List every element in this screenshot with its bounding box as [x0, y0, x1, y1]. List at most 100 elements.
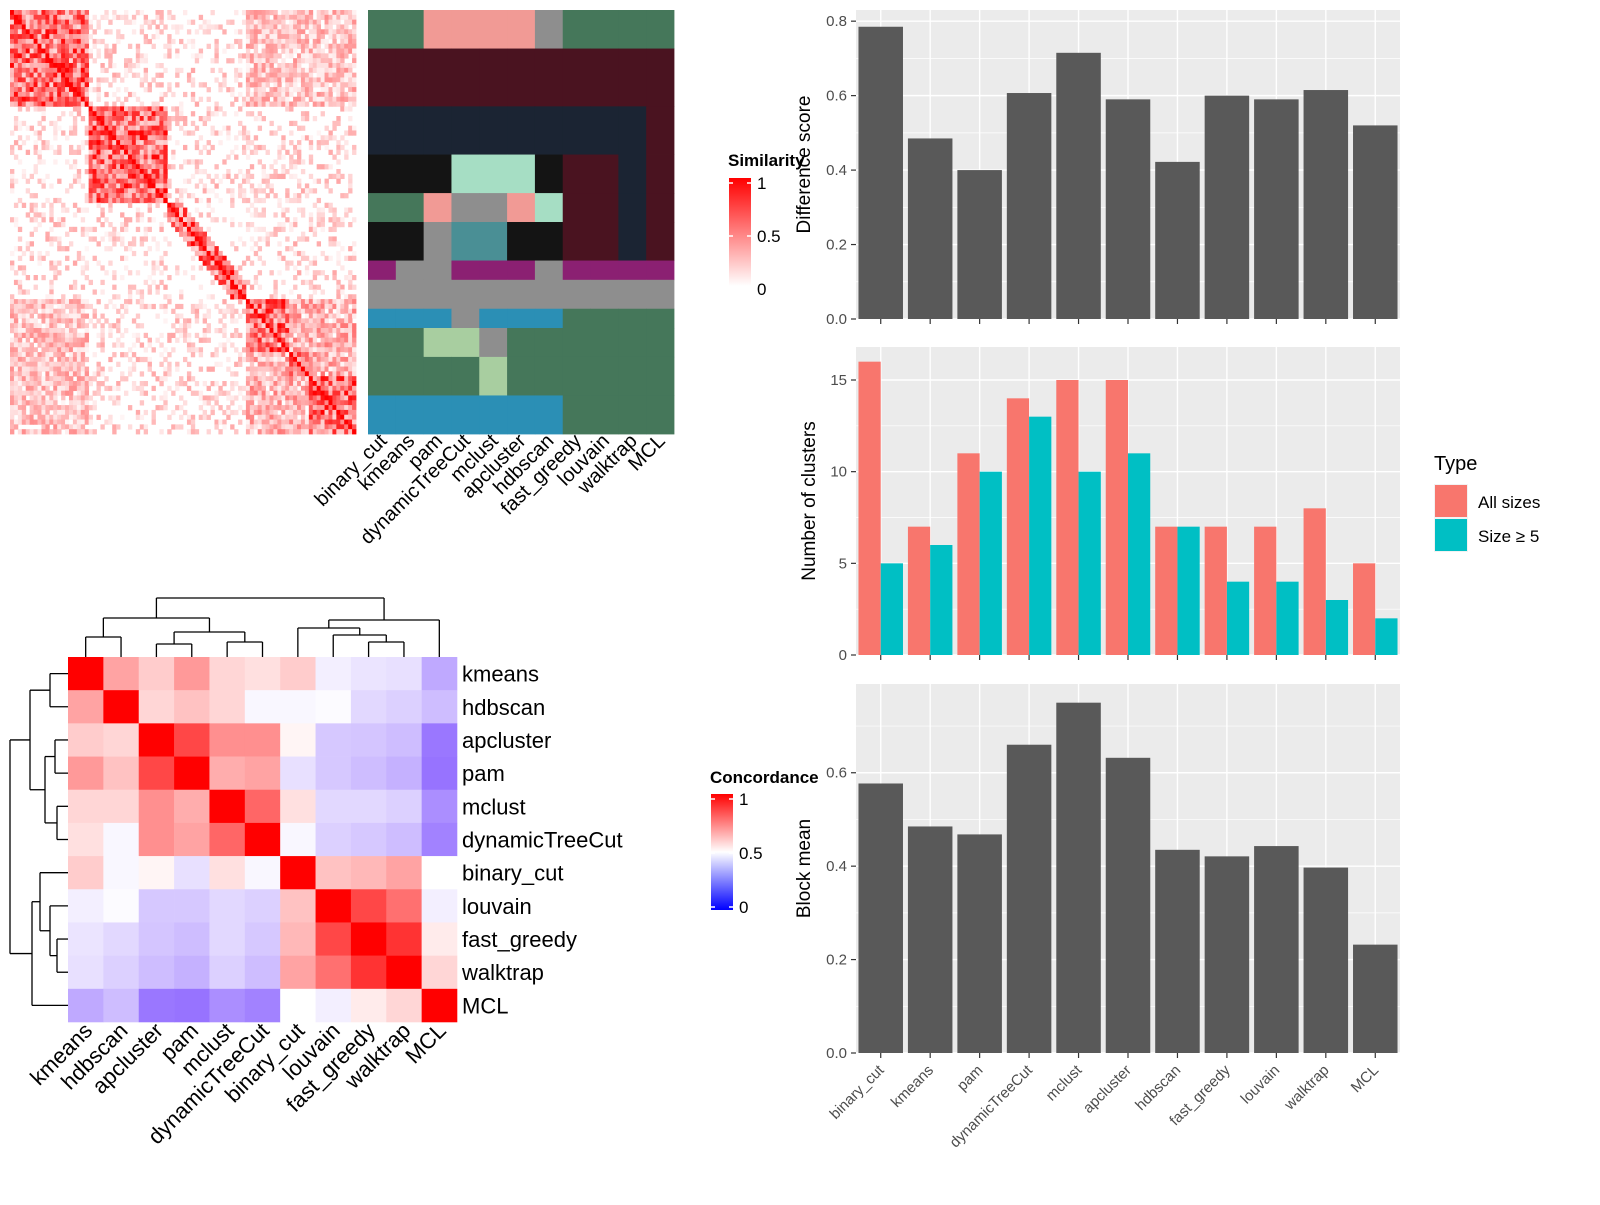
- similarity-cell: [61, 82, 66, 88]
- label-cell: [590, 279, 619, 310]
- similarity-cell: [273, 212, 278, 218]
- similarity-cell: [348, 395, 353, 401]
- similarity-cell: [316, 207, 322, 213]
- similarity-cell: [143, 424, 149, 430]
- similarity-cell: [352, 255, 357, 261]
- similarity-cell: [218, 130, 223, 136]
- similarity-cell: [312, 202, 318, 208]
- similarity-cell: [29, 323, 34, 329]
- concordance-cell: [138, 756, 175, 791]
- similarity-cell: [297, 303, 302, 310]
- similarity-cell: [124, 58, 129, 64]
- similarity-cell: [41, 419, 46, 425]
- similarity-cell: [238, 419, 243, 425]
- similarity-cell: [238, 265, 243, 271]
- label-cell: [451, 154, 480, 194]
- similarity-cell: [49, 308, 54, 314]
- similarity-cell: [84, 347, 90, 353]
- similarity-cell: [190, 265, 196, 271]
- similarity-cell: [29, 48, 34, 54]
- similarity-cell: [147, 226, 152, 233]
- similarity-cell: [328, 29, 333, 35]
- similarity-cell: [261, 419, 266, 425]
- similarity-cell: [53, 82, 58, 88]
- similarity-cell: [281, 24, 286, 30]
- similarity-cell: [88, 405, 93, 411]
- similarity-cell: [37, 159, 42, 165]
- similarity-cell: [253, 58, 259, 64]
- similarity-cell: [29, 405, 34, 411]
- similarity-cell: [245, 58, 251, 64]
- similarity-cell: [336, 87, 341, 93]
- similarity-cell: [17, 308, 23, 314]
- similarity-cell: [45, 294, 50, 300]
- similarity-cell: [253, 77, 259, 83]
- similarity-cell: [328, 130, 333, 136]
- similarity-cell: [139, 381, 145, 387]
- similarity-cell: [194, 332, 200, 339]
- similarity-cell: [261, 24, 266, 30]
- similarity-cell: [340, 82, 345, 88]
- similarity-cell: [293, 38, 298, 45]
- similarity-cell: [88, 87, 93, 93]
- similarity-cell: [76, 376, 82, 382]
- similarity-cell: [25, 53, 31, 59]
- similarity-cell: [253, 342, 259, 348]
- similarity-cell: [261, 313, 266, 319]
- similarity-cell: [96, 178, 101, 184]
- similarity-cell: [183, 144, 188, 151]
- similarity-cell: [273, 303, 278, 310]
- similarity-cell: [100, 130, 105, 136]
- similarity-cell: [352, 405, 357, 411]
- similarity-cell: [194, 347, 200, 353]
- similarity-cell: [49, 202, 54, 208]
- similarity-cell: [265, 366, 270, 372]
- similarity-cell: [328, 207, 333, 213]
- similarity-cell: [202, 24, 207, 30]
- similarity-cell: [234, 10, 239, 16]
- similarity-cell: [285, 72, 290, 78]
- similarity-cell: [304, 347, 310, 353]
- similarity-cell: [297, 409, 302, 416]
- similarity-cell: [57, 82, 62, 88]
- similarity-cell: [234, 361, 239, 367]
- similarity-cell: [281, 77, 286, 83]
- similarity-cell: [112, 429, 117, 435]
- similarity-cell: [222, 125, 227, 131]
- similarity-cell: [320, 390, 325, 396]
- similarity-cell: [68, 183, 74, 189]
- similarity-cell: [344, 424, 349, 430]
- similarity-cell: [139, 424, 145, 430]
- similarity-cell: [300, 385, 306, 392]
- similarity-cell: [84, 246, 90, 252]
- similarity-cell: [304, 419, 310, 425]
- similarity-cell: [249, 173, 255, 180]
- similarity-cell: [332, 381, 337, 387]
- y-axis: 0.00.20.40.6: [826, 765, 856, 1062]
- similarity-cell: [96, 116, 101, 122]
- similarity-cell: [289, 289, 294, 295]
- similarity-cell: [214, 43, 219, 49]
- similarity-cell: [277, 366, 282, 372]
- similarity-cell: [312, 409, 318, 416]
- similarity-cell: [265, 67, 270, 74]
- similarity-cell: [80, 313, 86, 319]
- similarity-cell: [13, 361, 19, 367]
- similarity-cell: [269, 183, 274, 189]
- similarity-cell: [92, 429, 97, 435]
- similarity-cell: [159, 342, 164, 348]
- similarity-cell: [41, 34, 46, 40]
- similarity-cell: [257, 419, 263, 425]
- similarity-cell: [49, 265, 54, 271]
- similarity-cell: [234, 246, 239, 252]
- similarity-cell: [37, 342, 42, 348]
- similarity-cell: [88, 381, 93, 387]
- similarity-cell: [151, 144, 156, 151]
- similarity-cell: [190, 217, 196, 223]
- similarity-cell: [206, 294, 211, 300]
- similarity-cell: [108, 202, 113, 208]
- similarity-cell: [186, 130, 192, 136]
- similarity-cell: [293, 424, 298, 430]
- similarity-cell: [285, 405, 290, 411]
- similarity-cell: [297, 424, 302, 430]
